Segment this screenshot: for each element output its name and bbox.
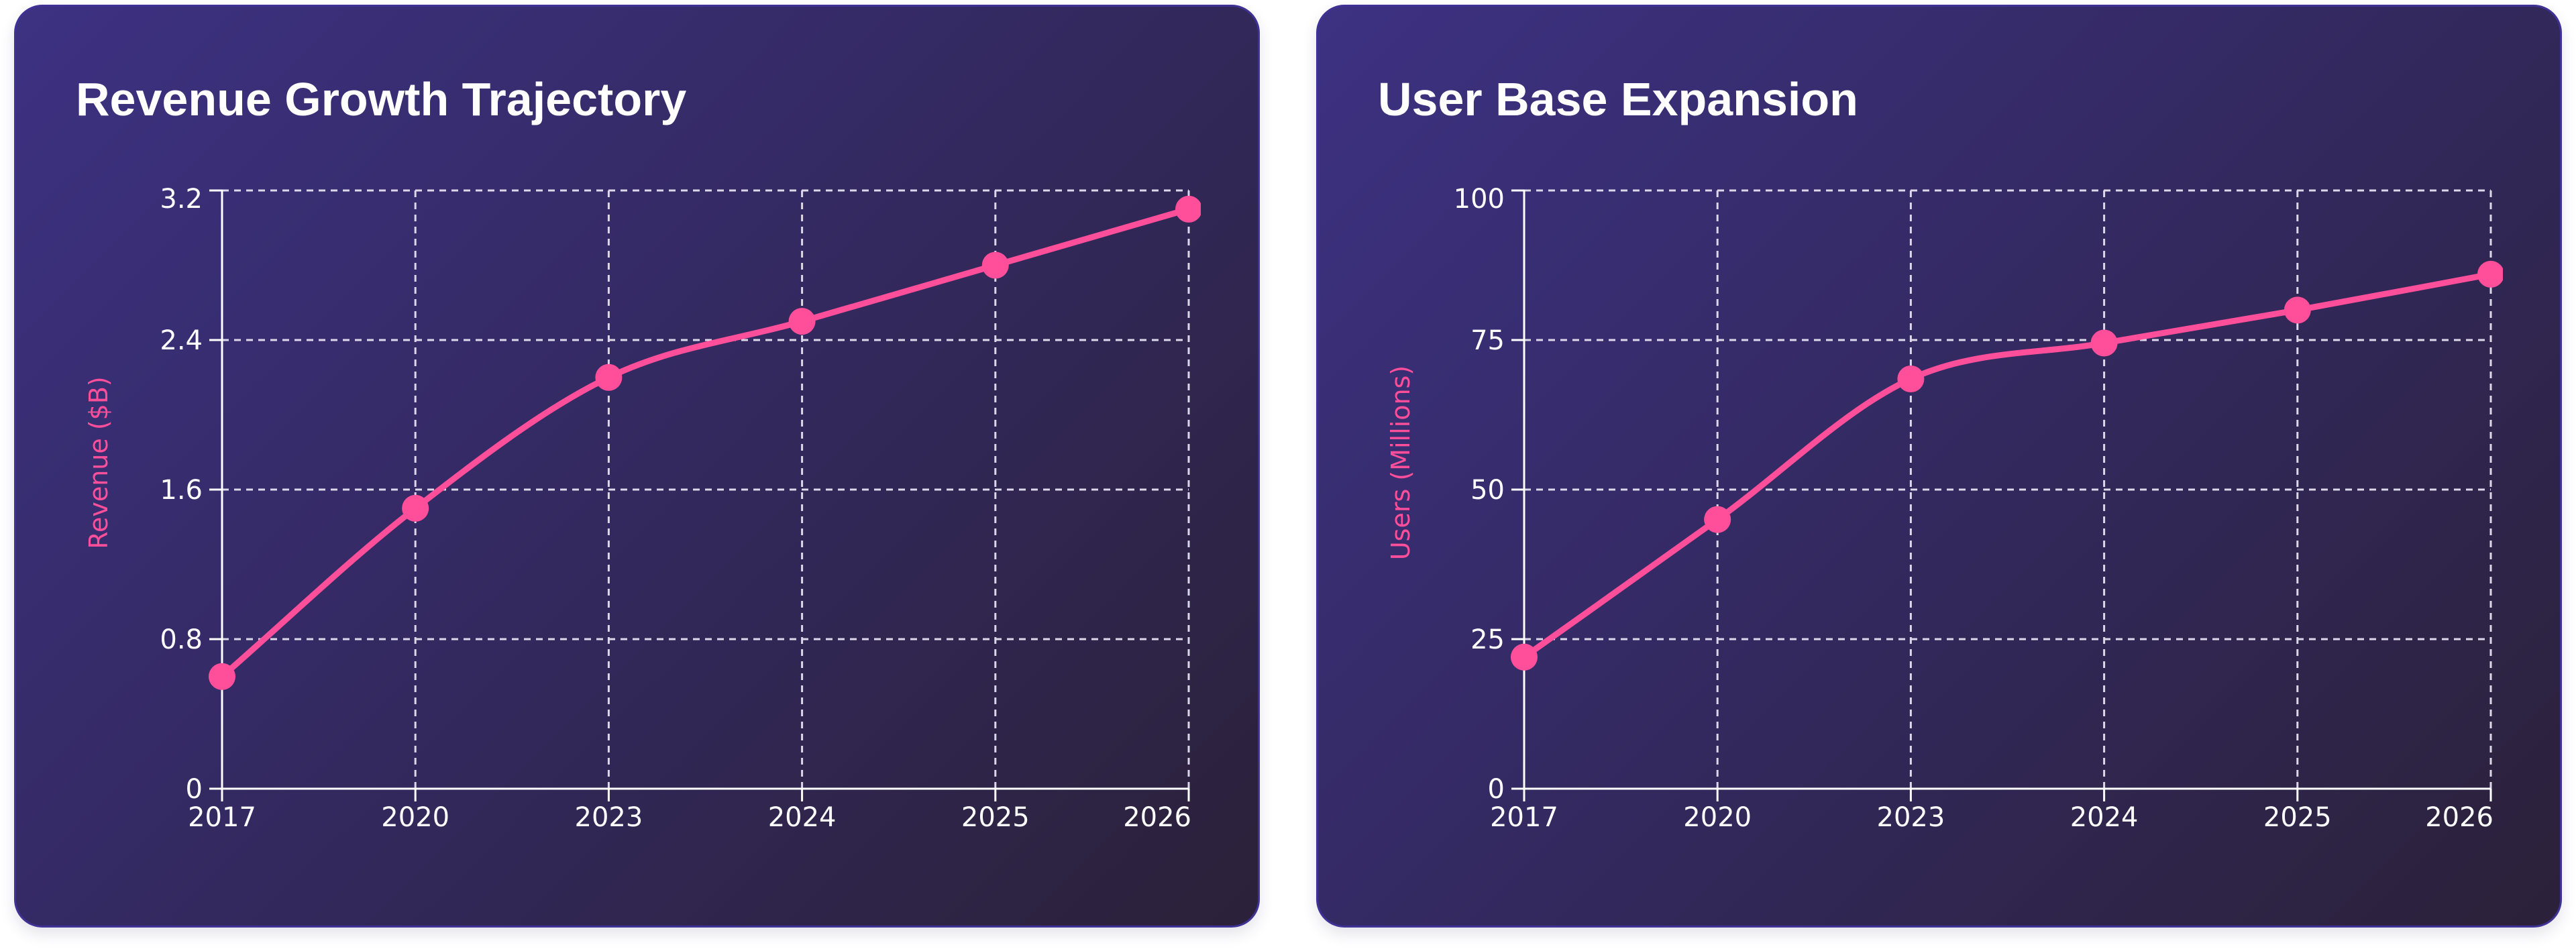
data-point-2020[interactable] [402, 494, 429, 522]
revenue-chart-card: Revenue Growth Trajectory 0 0.8 1.6 2.4 3.2 2… [14, 5, 1260, 928]
y-tick-label: 3.2 [160, 184, 203, 215]
data-point-2020[interactable] [1704, 506, 1731, 533]
x-tick-label: 2020 [1683, 802, 1752, 833]
y-tick-label: 2.4 [160, 325, 203, 356]
x-tick-label: 2024 [768, 802, 837, 833]
y-tick-label: 1.6 [160, 475, 203, 506]
y-tick-label: 0 [1488, 774, 1505, 805]
x-tick-label: 2025 [2263, 802, 2332, 833]
users-line-chart: 0 25 50 75 100 2017 2020 2023 2024 2025 2026 Users … [1386, 184, 2504, 833]
y-tick-label: 0 [186, 774, 203, 805]
y-axis-title: Users (Millions) [1386, 366, 1415, 560]
x-tick-label: 2020 [381, 802, 449, 833]
data-point-2023[interactable] [1897, 365, 1925, 392]
data-point-2026[interactable] [1175, 195, 1202, 223]
x-tick-label: 2025 [961, 802, 1030, 833]
y-tick-label: 100 [1454, 184, 1505, 215]
data-point-2025[interactable] [981, 251, 1009, 279]
data-point-2017[interactable] [1511, 643, 1538, 671]
series-line [1521, 271, 2494, 661]
x-tick-label: 2024 [2070, 802, 2139, 833]
data-point-2024[interactable] [2090, 329, 2118, 357]
x-tick-label: 2026 [1123, 802, 1191, 833]
x-tick-label: 2017 [1490, 802, 1558, 833]
grid [222, 189, 1190, 789]
y-tick-label: 75 [1470, 325, 1505, 356]
y-tick-label: 0.8 [160, 624, 203, 655]
data-point-2024[interactable] [788, 308, 816, 335]
series-revenue [209, 195, 1202, 690]
data-point-2017[interactable] [209, 663, 235, 690]
axes: 0 0.8 1.6 2.4 3.2 2017 2020 2023 2024 2025 2026 [160, 184, 1191, 833]
grid [1524, 189, 2492, 789]
y-tick-label: 25 [1470, 624, 1505, 655]
y-tick-label: 50 [1470, 475, 1505, 506]
x-tick-label: 2026 [2425, 802, 2493, 833]
x-tick-label: 2023 [575, 802, 643, 833]
data-point-2025[interactable] [2284, 296, 2311, 324]
x-tick-label: 2017 [188, 802, 256, 833]
data-point-2023[interactable] [595, 363, 623, 391]
y-axis-title: Revenue ($B) [84, 376, 113, 549]
series-users [1511, 260, 2504, 671]
x-tick-label: 2023 [1877, 802, 1945, 833]
users-chart-card: User Base Expansion 0 25 50 75 100 2017 2020 20… [1316, 5, 2562, 928]
users-chart-title: User Base Expansion [1378, 73, 1858, 125]
revenue-line-chart: 0 0.8 1.6 2.4 3.2 2017 2020 2023 2024 2025 2026 Rev… [84, 184, 1202, 833]
axes: 0 25 50 75 100 2017 2020 2023 2024 2025 2026 [1454, 184, 2493, 833]
data-point-2026[interactable] [2477, 260, 2504, 288]
revenue-chart-title: Revenue Growth Trajectory [76, 73, 687, 125]
series-line [219, 206, 1192, 680]
